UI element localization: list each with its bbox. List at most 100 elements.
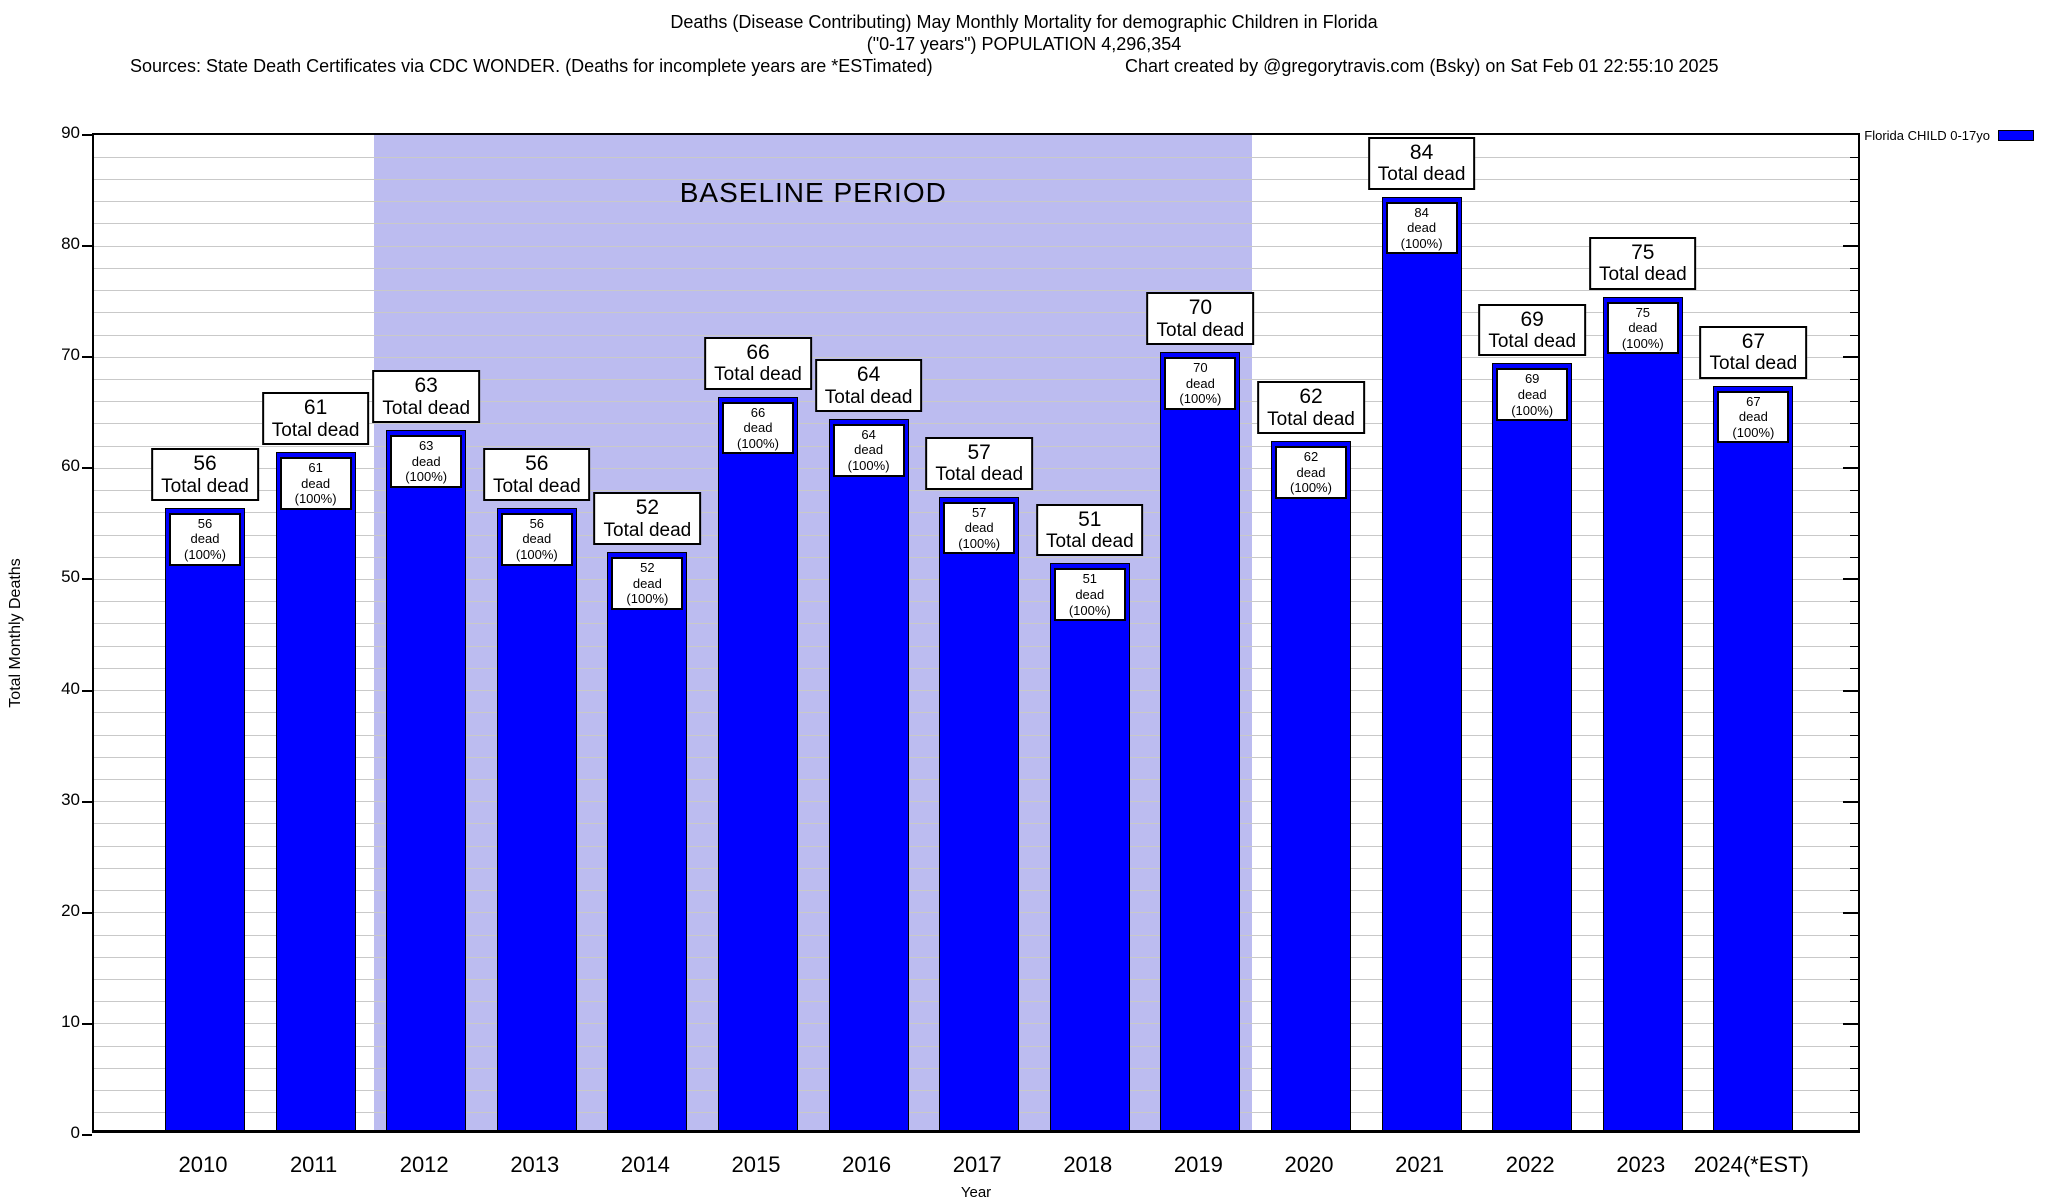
right-axis-tick [1850,845,1858,847]
bar-total-label: 62 Total dead [1257,381,1365,435]
right-axis-tick [1850,823,1858,825]
y-axis-tick [82,800,92,803]
right-axis-tick [1843,356,1858,359]
x-tick-label: 2021 [1395,1152,1445,1177]
y-axis-tick [82,245,92,248]
right-axis-tick [1850,378,1858,380]
bar: 61 dead (100%) [275,452,356,1130]
bar-total-label: 63 Total dead [372,370,481,423]
gridline [94,178,1858,180]
bar-total-label: 67 Total dead [1699,325,1808,379]
bar-inner-label: 70 dead (100%) [1164,357,1237,411]
y-tick-label: 60 [61,456,80,476]
y-axis-tick [82,689,92,692]
right-axis-tick [1843,1022,1858,1025]
bar: 52 dead (100%) [607,552,688,1130]
bar-inner-label: 51 dead (100%) [1053,568,1126,622]
y-axis-tick [82,356,92,359]
bar-inner-label: 64 dead (100%) [832,423,905,477]
right-axis-tick [1850,334,1858,336]
right-axis-tick [1850,156,1858,158]
bar-inner-label: 56 dead (100%) [169,512,241,566]
bar-total-label: 52 Total dead [593,492,702,546]
right-axis-tick [1850,490,1858,492]
bar-total-label: 69 Total dead [1478,303,1587,357]
x-tick-label: 2011 [289,1152,338,1177]
bar-inner-label: 67 dead (100%) [1717,390,1790,444]
bar-total-label: 64 Total dead [814,359,923,412]
bar-total-label: 70 Total dead [1146,292,1255,346]
right-axis-tick [1850,1001,1858,1003]
right-axis-tick [1850,445,1858,447]
x-tick-label: 2020 [1284,1152,1334,1177]
right-axis-tick [1850,312,1858,314]
y-tick-label: 30 [61,789,80,809]
right-axis-tick [1850,667,1858,669]
x-tick-label: 2024(*EST) [1693,1152,1809,1177]
gridline [94,245,1858,247]
gridline [94,401,1858,403]
bar-inner-label: 66 dead (100%) [722,401,794,455]
legend-label: Florida CHILD 0-17yo [1864,128,1990,143]
y-axis-tick [82,578,92,581]
gridline [94,378,1858,380]
bar-total-label: 75 Total dead [1588,236,1697,290]
right-axis-tick [1850,401,1858,403]
right-axis-tick [1850,1045,1858,1047]
bar-inner-label: 63 dead (100%) [390,435,463,488]
x-tick-label: 2019 [1173,1152,1223,1177]
y-tick-label: 80 [61,234,80,254]
y-axis-tick [82,1134,92,1136]
bar-total-label: 56 Total dead [151,448,259,501]
right-axis-tick [1843,689,1858,692]
bar-inner-label: 57 dead (100%) [943,501,1016,555]
right-axis-tick [1850,978,1858,980]
y-tick-label: 90 [61,123,80,142]
right-axis-tick [1850,756,1858,758]
bar-total-label: 66 Total dead [704,336,812,390]
bar-inner-label: 61 dead (100%) [279,457,352,511]
gridline [94,290,1858,292]
y-tick-label: 70 [61,345,80,365]
gridline [94,223,1858,225]
x-axis-title: Year [960,1184,992,1200]
bar-total-label: 61 Total dead [261,392,370,446]
x-tick-label: 2017 [952,1152,1002,1177]
bar: 70 dead (100%) [1160,352,1241,1130]
gridline [94,490,1858,492]
right-axis-tick [1850,867,1858,869]
y-tick-label: 40 [61,678,80,698]
gridline [94,423,1858,425]
gridline [94,312,1858,314]
x-tick-label: 2014 [620,1152,670,1177]
sources-note: Sources: State Death Certificates via CD… [130,56,933,76]
right-axis-tick [1850,556,1858,558]
x-tick-label: 2010 [178,1152,228,1177]
bar-total-label: 57 Total dead [925,436,1034,490]
y-tick-label: 50 [61,567,80,587]
y-axis-tick [82,467,92,470]
right-axis-tick [1843,245,1858,248]
bar: 75 dead (100%) [1602,296,1683,1130]
x-tick-label: 2016 [842,1152,892,1177]
right-axis-tick [1850,178,1858,180]
legend: Florida CHILD 0-17yo [1864,128,2034,143]
bar: 51 dead (100%) [1049,563,1130,1130]
x-tick-label: 2012 [399,1152,449,1177]
baseline-period-label: BASELINE PERIOD [679,177,947,208]
bar: 66 dead (100%) [718,396,798,1130]
right-axis-tick [1850,645,1858,647]
right-axis-tick [1843,911,1858,914]
bar-total-label: 56 Total dead [482,448,591,501]
right-axis-tick [1850,734,1858,736]
y-axis-title: Total Monthly Deaths [7,558,24,708]
right-axis-tick [1850,890,1858,892]
bar: 64 dead (100%) [828,418,909,1130]
bar: 56 dead (100%) [165,507,245,1130]
chart-subtitle: ("0-17 years") POPULATION 4,296,354 [866,34,1182,54]
right-axis-tick [1850,956,1858,958]
bar-inner-label: 56 dead (100%) [500,512,573,566]
right-axis-tick [1850,623,1858,625]
y-tick-label: 0 [70,1123,80,1142]
